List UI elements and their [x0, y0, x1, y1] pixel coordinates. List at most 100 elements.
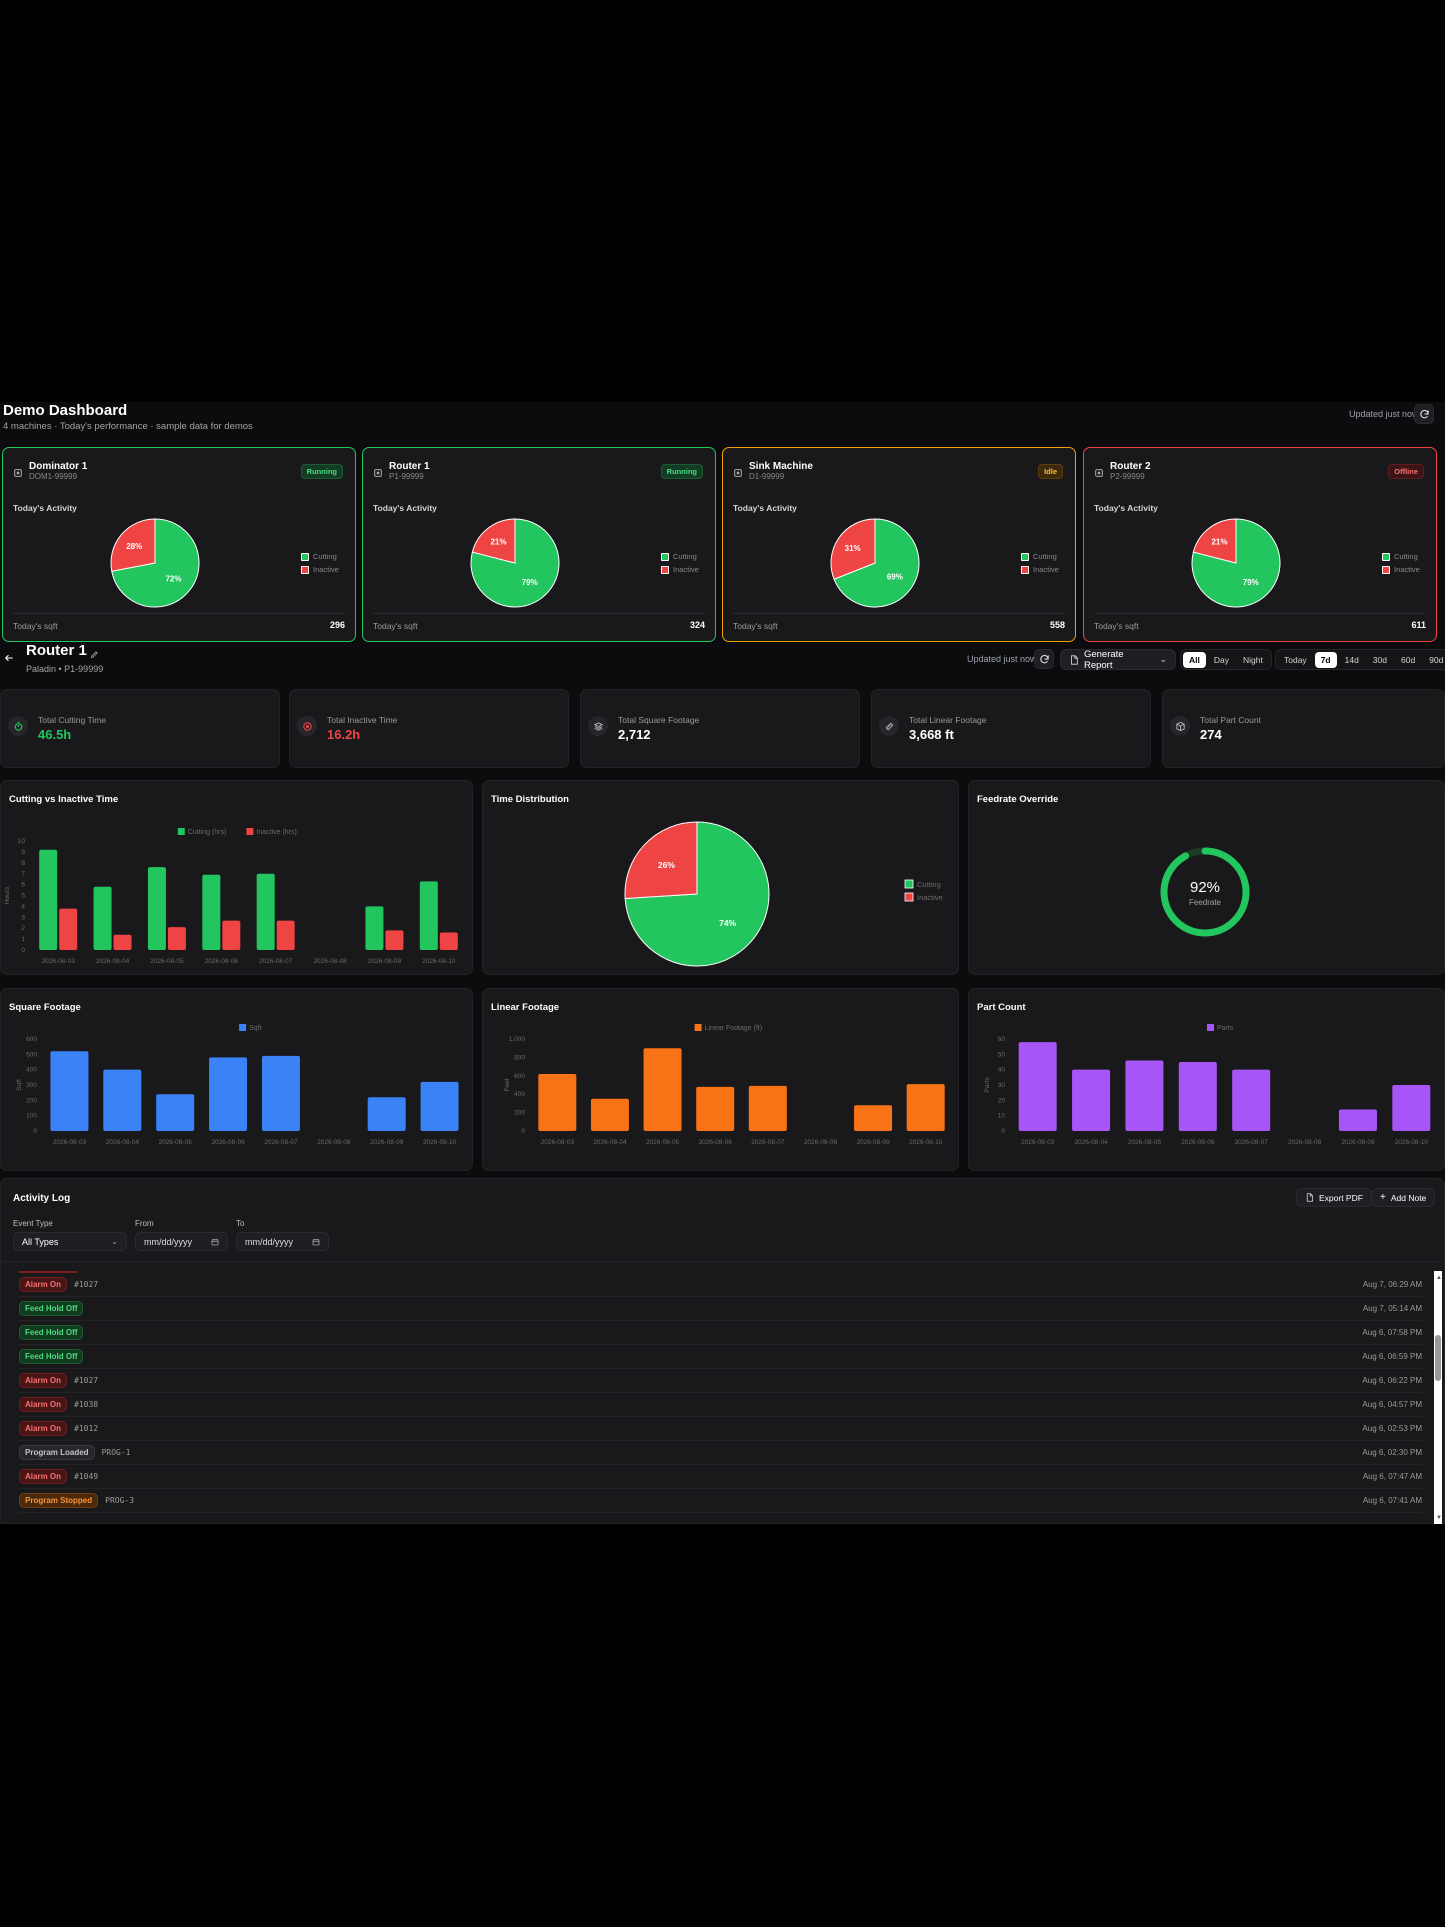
event-type-label: Event Type — [13, 1219, 53, 1228]
generate-report-button[interactable]: Generate Report ⌄ — [1060, 648, 1176, 671]
shift-tab-all[interactable]: All — [1183, 651, 1206, 668]
event-row[interactable]: Program Loaded PROG-1 Aug 6, 02:30 PM — [19, 1441, 1422, 1465]
edit-name-button[interactable] — [90, 646, 99, 664]
range-tab-7d[interactable]: 7d — [1314, 651, 1337, 668]
range-tab-today[interactable]: Today — [1284, 654, 1307, 665]
file-icon — [1071, 654, 1078, 665]
legend-swatch — [1382, 552, 1390, 561]
legend-swatch — [904, 879, 914, 889]
chevron-down-icon: ⌄ — [1159, 654, 1167, 664]
square-footage-chart: Sqft 0 100 200 300 400 500 600 Sqft 2026-08-03 202… — [16, 1024, 459, 1146]
event-row[interactable]: Alarm On #1049 Aug 6, 07:47 AM — [19, 1465, 1422, 1489]
event-row[interactable]: Program Stopped PROG-3 Aug 6, 07:41 AM — [19, 1489, 1422, 1513]
event-row[interactable]: Feed Hold Off Aug 7, 05:14 AM — [19, 1297, 1422, 1321]
event-type-select[interactable]: All Types ⌄ — [13, 1232, 127, 1251]
event-row[interactable]: Feed Hold Off Aug 6, 06:59 PM — [19, 1345, 1422, 1369]
feedrate-value: 92% — [1189, 879, 1221, 896]
scroll-up-icon[interactable]: ▲ — [1436, 1275, 1442, 1281]
range-tab-60d[interactable]: 60d — [1400, 654, 1416, 665]
x-tick-label: 2026-08-08 — [313, 958, 347, 965]
y-tick-label: 800 — [514, 1054, 525, 1061]
y-tick-label: 0 — [33, 1128, 37, 1135]
event-row[interactable]: Feed Hold Off Aug 6, 07:58 PM — [19, 1321, 1422, 1345]
legend-swatch — [661, 552, 669, 561]
legend-label: Inactive — [313, 565, 339, 574]
legend-swatch — [661, 565, 669, 574]
to-date-input[interactable]: mm/dd/yyyy — [236, 1232, 329, 1251]
shift-tab-day[interactable]: Day — [1213, 654, 1229, 665]
x-tick-label: 2026-08-10 — [1395, 1139, 1429, 1146]
x-tick-label: 2026-08-04 — [106, 1139, 140, 1146]
event-time: Aug 6, 02:53 PM — [1362, 1424, 1422, 1433]
bar — [59, 908, 78, 950]
kpi-value: 2,712 — [618, 727, 651, 742]
detail-refresh-button[interactable] — [1034, 649, 1054, 669]
y-axis-label: Hours — [4, 886, 11, 904]
y-tick-label: 9 — [21, 849, 25, 856]
range-tab-30d[interactable]: 30d — [1372, 654, 1387, 665]
range-tab-14d[interactable]: 14d — [1344, 654, 1359, 665]
sqft-value: 558 — [1049, 620, 1065, 630]
event-time: Aug 6, 07:58 PM — [1362, 1328, 1422, 1337]
bar — [276, 920, 295, 950]
event-scrollbar[interactable]: ▲ ▼ — [1434, 1271, 1442, 1524]
bar — [103, 1069, 142, 1131]
export-pdf-button[interactable]: Export PDF — [1296, 1188, 1372, 1207]
event-time: Aug 6, 07:41 AM — [1362, 1496, 1422, 1505]
kpi-label: Total Square Footage — [618, 715, 700, 725]
y-tick-label: 20 — [998, 1097, 1006, 1104]
event-detail: #1027 — [74, 1376, 99, 1385]
back-button[interactable] — [4, 650, 14, 668]
chart-title: Cutting vs Inactive Time — [9, 794, 119, 805]
x-tick-label: 2026-08-08 — [317, 1139, 351, 1146]
bar — [156, 1094, 195, 1131]
scroll-down-icon[interactable]: ▼ — [1436, 1515, 1442, 1521]
bar — [365, 906, 384, 950]
sqft-value: 611 — [1411, 620, 1426, 630]
machine-card[interactable]: Dominator 1 DOM1-99999 Running Today's Acti… — [2, 447, 356, 642]
machine-card[interactable]: Router 2 P2-99999 Offline Today's Activity 7… — [1083, 447, 1437, 642]
event-type-badge: Alarm On — [19, 1277, 68, 1292]
x-tick-label: 2026-08-10 — [422, 958, 456, 965]
bar — [590, 1098, 629, 1131]
scrollbar-thumb[interactable] — [1435, 1335, 1441, 1381]
kpi-value: 274 — [1200, 727, 1222, 742]
x-tick-label: 2026-08-06 — [1181, 1139, 1215, 1146]
event-row[interactable]: Alarm On #1038 Aug 6, 04:57 PM — [19, 1393, 1422, 1417]
chart-title: Time Distribution — [491, 794, 569, 805]
generate-report-label: Generate Report — [1083, 648, 1124, 671]
sqft-label: Today's sqft — [13, 621, 58, 631]
machine-card[interactable]: Router 1 P1-99999 Running Today's Activity 7… — [362, 447, 716, 642]
machine-card[interactable]: Sink Machine D1-99999 Idle Today's Activity… — [722, 447, 1076, 642]
pie-slice-cutting — [1191, 518, 1281, 608]
activity-label: Today's Activity — [373, 503, 437, 513]
feedrate-card: Feedrate Override 92% Feedrate — [968, 780, 1445, 975]
x-tick-label: 2026-08-07 — [264, 1139, 298, 1146]
event-row[interactable]: Alarm On #1027 Aug 6, 06:22 PM — [19, 1369, 1422, 1393]
shift-tab-night[interactable]: Night — [1243, 654, 1263, 665]
calendar-icon — [211, 1238, 219, 1245]
legend-label: Cutting — [917, 880, 941, 889]
kpi-label: Total Inactive Time — [327, 715, 398, 725]
refresh-button[interactable] — [1414, 404, 1434, 424]
legend-label: Cutting (hrs) — [188, 829, 227, 836]
pie-label-cutting: 79% — [522, 578, 538, 587]
status-badge: Offline — [1388, 464, 1424, 479]
range-tab-90d[interactable]: 90d — [1429, 654, 1444, 665]
event-row[interactable]: Alarm On #1012 Aug 6, 02:53 PM — [19, 1417, 1422, 1441]
add-note-button[interactable]: + Add Note — [1371, 1188, 1436, 1207]
from-date-input[interactable]: mm/dd/yyyy — [135, 1232, 228, 1251]
event-type-badge: Program Stopped — [19, 1493, 99, 1508]
x-tick-label: 2026-08-07 — [751, 1139, 785, 1146]
event-row[interactable]: Alarm On #1027 Aug 7, 06:29 AM — [19, 1273, 1422, 1297]
ruler-icon — [879, 716, 899, 736]
divider — [733, 613, 1065, 614]
machine-icon — [1094, 465, 1104, 477]
status-badge: Running — [660, 464, 703, 479]
x-tick-label: 2026-08-09 — [370, 1139, 404, 1146]
kpi-card: Total Inactive Time 16.2h — [289, 689, 569, 768]
pie-label-inactive: 28% — [126, 542, 142, 551]
bar — [256, 873, 275, 950]
activity-pie: 72% 28% — [110, 518, 200, 608]
machine-name: Router 1 — [389, 461, 430, 472]
